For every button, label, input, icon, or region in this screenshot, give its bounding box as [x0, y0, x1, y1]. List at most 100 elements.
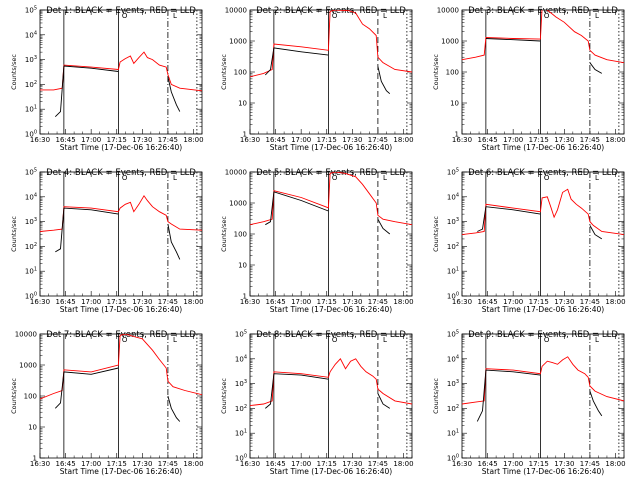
panel-title: Det 3: BLACK = Events, RED = LLD — [468, 6, 618, 16]
x-tick-label: 16:45 — [55, 298, 75, 306]
x-tick-label: 17:00 — [503, 298, 523, 306]
detector-panel-9: Det 9: BLACK = Events, RED = LLD 100 101 10… — [432, 330, 626, 477]
lld-series-line — [40, 51, 202, 92]
series-group — [250, 358, 412, 409]
events-series-line — [167, 76, 181, 112]
x-tick-label: 16:45 — [477, 136, 497, 144]
x-tick-label: 18:00 — [183, 460, 203, 468]
y-tick-label: 1 — [243, 293, 247, 301]
x-axis-label: Start Time (17-Dec-06 16:26:40) — [270, 467, 392, 476]
plot-frame — [461, 333, 625, 459]
plot-frame — [461, 171, 625, 297]
y-tick-label: 105 — [235, 330, 247, 339]
x-tick-label: 18:00 — [183, 136, 203, 144]
x-tick-label: 17:15 — [529, 298, 549, 306]
panel-title: Det 8: BLACK = Events, RED = LLD — [256, 330, 406, 340]
lld-series-line — [462, 10, 624, 64]
panel-title: Det 1: BLACK = Events, RED = LLD — [46, 6, 196, 16]
y-tick-label: 103 — [235, 379, 247, 388]
x-tick-label: 17:45 — [580, 460, 600, 468]
y-tick-label: 102 — [235, 404, 247, 413]
y-axis-label: Counts/sec — [220, 378, 228, 414]
series-group — [462, 188, 624, 240]
y-tick-label: 10000 — [225, 7, 247, 15]
y-tick-label: 100 — [24, 393, 37, 401]
series-group — [40, 51, 202, 118]
y-tick-label: 1 — [243, 131, 247, 139]
period-marker: O — [544, 336, 550, 344]
y-tick-label: 104 — [447, 192, 459, 201]
events-series-line — [55, 207, 119, 253]
detector-panel-4: Det 4: BLACK = Events, RED = LLD 100 101 10… — [10, 168, 204, 315]
series-group — [40, 194, 202, 260]
plot-frame — [39, 9, 203, 135]
x-tick-label: 17:00 — [81, 298, 101, 306]
x-tick-label: 16:45 — [477, 460, 497, 468]
events-series-line — [167, 223, 181, 260]
x-tick-label: 17:15 — [317, 298, 337, 306]
x-tick-label: 17:30 — [342, 136, 362, 144]
events-series-line — [589, 225, 603, 240]
x-tick-label: 17:30 — [132, 298, 152, 306]
panel-title: Det 6: BLACK = Events, RED = LLD — [468, 168, 618, 178]
period-marker: O — [544, 12, 550, 20]
y-tick-label: 104 — [235, 354, 247, 363]
x-tick-label: 16:45 — [55, 136, 75, 144]
plot-frame — [249, 9, 413, 135]
y-tick-label: 100 — [446, 69, 459, 77]
y-tick-label: 101 — [235, 429, 247, 438]
x-tick-label: 17:15 — [107, 460, 127, 468]
y-tick-label: 105 — [447, 168, 459, 177]
period-marker: L — [595, 174, 599, 182]
y-tick-label: 1000 — [441, 38, 459, 46]
period-marker: L — [383, 174, 387, 182]
lld-series-line — [462, 356, 624, 405]
detector-panel-6: Det 6: BLACK = Events, RED = LLD 100 101 10… — [432, 168, 626, 315]
lld-series-line — [40, 194, 202, 232]
y-tick-label: 105 — [25, 168, 37, 177]
x-tick-label: 17:45 — [580, 136, 600, 144]
x-tick-label: 17:45 — [368, 298, 388, 306]
x-tick-label: 17:45 — [368, 136, 388, 144]
series-group — [462, 356, 624, 422]
x-tick-label: 17:30 — [342, 460, 362, 468]
events-series-line — [485, 38, 541, 42]
detector-panel-2: Det 2: BLACK = Events, RED = LLD11010010… — [220, 6, 414, 152]
events-series-line — [589, 390, 603, 417]
y-tick-label: 102 — [447, 242, 459, 251]
x-tick-label: 18:00 — [605, 136, 625, 144]
x-tick-label: 17:00 — [81, 136, 101, 144]
period-marker: L — [383, 336, 387, 344]
y-tick-label: 10 — [450, 100, 459, 108]
detector-panel-5: Det 5: BLACK = Events, RED = LLD11010010… — [220, 168, 414, 314]
detector-panel-8: Det 8: BLACK = Events, RED = LLD 100 101 10… — [220, 330, 414, 477]
events-series-line — [476, 369, 541, 422]
panel-title: Det 4: BLACK = Events, RED = LLD — [46, 168, 196, 178]
y-tick-label: 102 — [447, 404, 459, 413]
x-tick-label: 16:45 — [477, 298, 497, 306]
x-axis-label: Start Time (17-Dec-06 16:26:40) — [60, 467, 182, 476]
x-tick-label: 17:30 — [132, 136, 152, 144]
period-marker: L — [595, 12, 599, 20]
x-tick-label: 16:45 — [265, 460, 285, 468]
period-marker: O — [122, 174, 128, 182]
events-series-line — [589, 62, 603, 74]
panel-title: Det 9: BLACK = Events, RED = LLD — [468, 330, 618, 340]
y-tick-label: 100 — [447, 292, 459, 301]
x-tick-label: 16:45 — [55, 460, 75, 468]
y-axis-label: Counts/sec — [10, 54, 18, 90]
y-tick-label: 10000 — [15, 331, 37, 339]
y-tick-label: 101 — [447, 267, 459, 276]
y-tick-label: 103 — [25, 217, 37, 226]
y-tick-label: 102 — [25, 80, 37, 89]
y-tick-label: 100 — [447, 454, 459, 463]
x-tick-label: 16:45 — [265, 298, 285, 306]
x-tick-label: 18:00 — [393, 298, 413, 306]
y-tick-label: 1000 — [19, 362, 37, 370]
period-marker: O — [544, 174, 550, 182]
y-tick-label: 103 — [25, 55, 37, 64]
y-tick-label: 101 — [447, 429, 459, 438]
y-tick-label: 10 — [28, 424, 37, 432]
y-tick-label: 100 — [234, 231, 247, 239]
